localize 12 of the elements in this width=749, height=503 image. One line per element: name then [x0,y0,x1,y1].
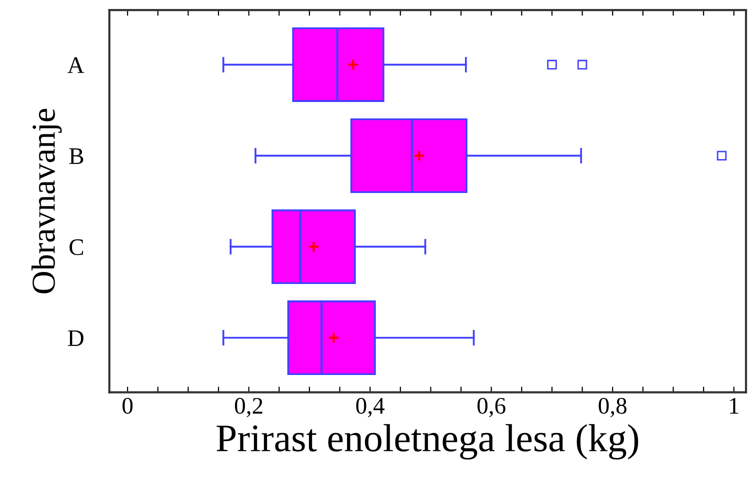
x-tick-label: 0,2 [234,398,262,418]
y-tick-label: C [70,239,84,256]
y-axis-title: Obravnavanje [32,108,62,294]
x-tick-label: 0,4 [356,398,384,418]
y-tick-label: D [68,330,84,346]
x-tick-label: 0 [122,398,133,414]
y-tick-label: A [68,57,84,73]
x-axis-title: Prirast enoletnega lesa (kg) [216,424,638,460]
y-tick-label: B [69,148,84,164]
x-tick-label: 0,8 [598,398,626,418]
x-tick-label: 0,6 [477,398,506,418]
x-tick-label: 1 [730,398,738,414]
